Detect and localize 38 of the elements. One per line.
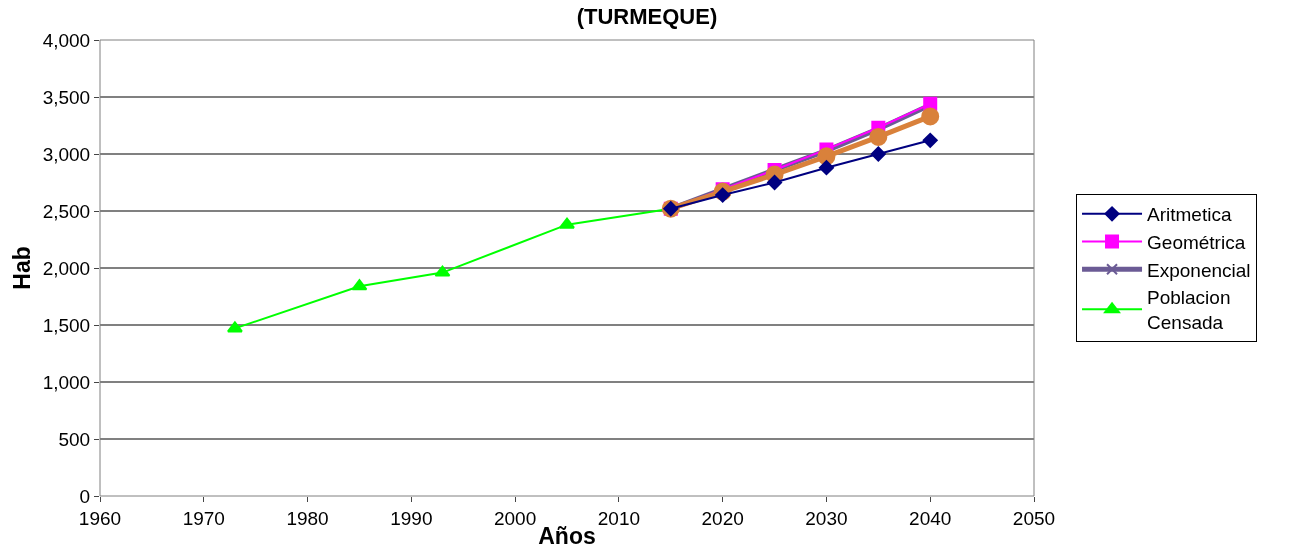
x-axis-title: Años	[538, 523, 596, 550]
y-tick-label: 2,000	[42, 257, 91, 279]
y-tick-label: 3,500	[42, 86, 91, 108]
y-tick-label: 0	[79, 485, 91, 507]
y-tick-label: 3,000	[42, 143, 91, 165]
chart-title: (TURMEQUE)	[576, 3, 718, 29]
y-tick-label: 1,000	[42, 371, 91, 393]
legend-label: Exponencial	[1147, 259, 1251, 281]
point	[921, 107, 940, 126]
x-tick-label: 1980	[286, 507, 329, 529]
y-tick-label: 2,500	[42, 200, 91, 222]
point	[922, 132, 938, 148]
y-axis-title: Hab	[9, 246, 36, 290]
x-tick-label: 2040	[909, 507, 952, 529]
x-tick-label: 2030	[805, 507, 848, 529]
point	[434, 265, 451, 277]
point	[767, 175, 783, 190]
point	[870, 146, 886, 162]
point	[818, 160, 834, 176]
x-tick-label: 2000	[493, 507, 537, 529]
legend-label: Aritmetica	[1147, 204, 1232, 226]
point	[226, 321, 243, 333]
y-tick-label: 4,000	[42, 29, 91, 51]
x-tick-label: 1990	[390, 507, 433, 529]
legend-label: Poblacion Censada	[1147, 287, 1231, 334]
legend-label: Geométrica	[1147, 231, 1246, 253]
point	[715, 187, 731, 203]
x-tick-label: 2050	[1012, 507, 1056, 529]
point	[817, 147, 836, 166]
x-tick-label: 2020	[701, 507, 744, 529]
y-tick-label: 1,500	[42, 314, 91, 336]
x-tick-label: 1970	[182, 507, 225, 529]
point	[559, 217, 575, 229]
point	[351, 279, 368, 291]
x-tick-label: 2010	[597, 507, 641, 529]
y-tick-label: 500	[58, 428, 91, 450]
point	[869, 127, 888, 146]
x-tick-label: 1960	[78, 507, 122, 529]
